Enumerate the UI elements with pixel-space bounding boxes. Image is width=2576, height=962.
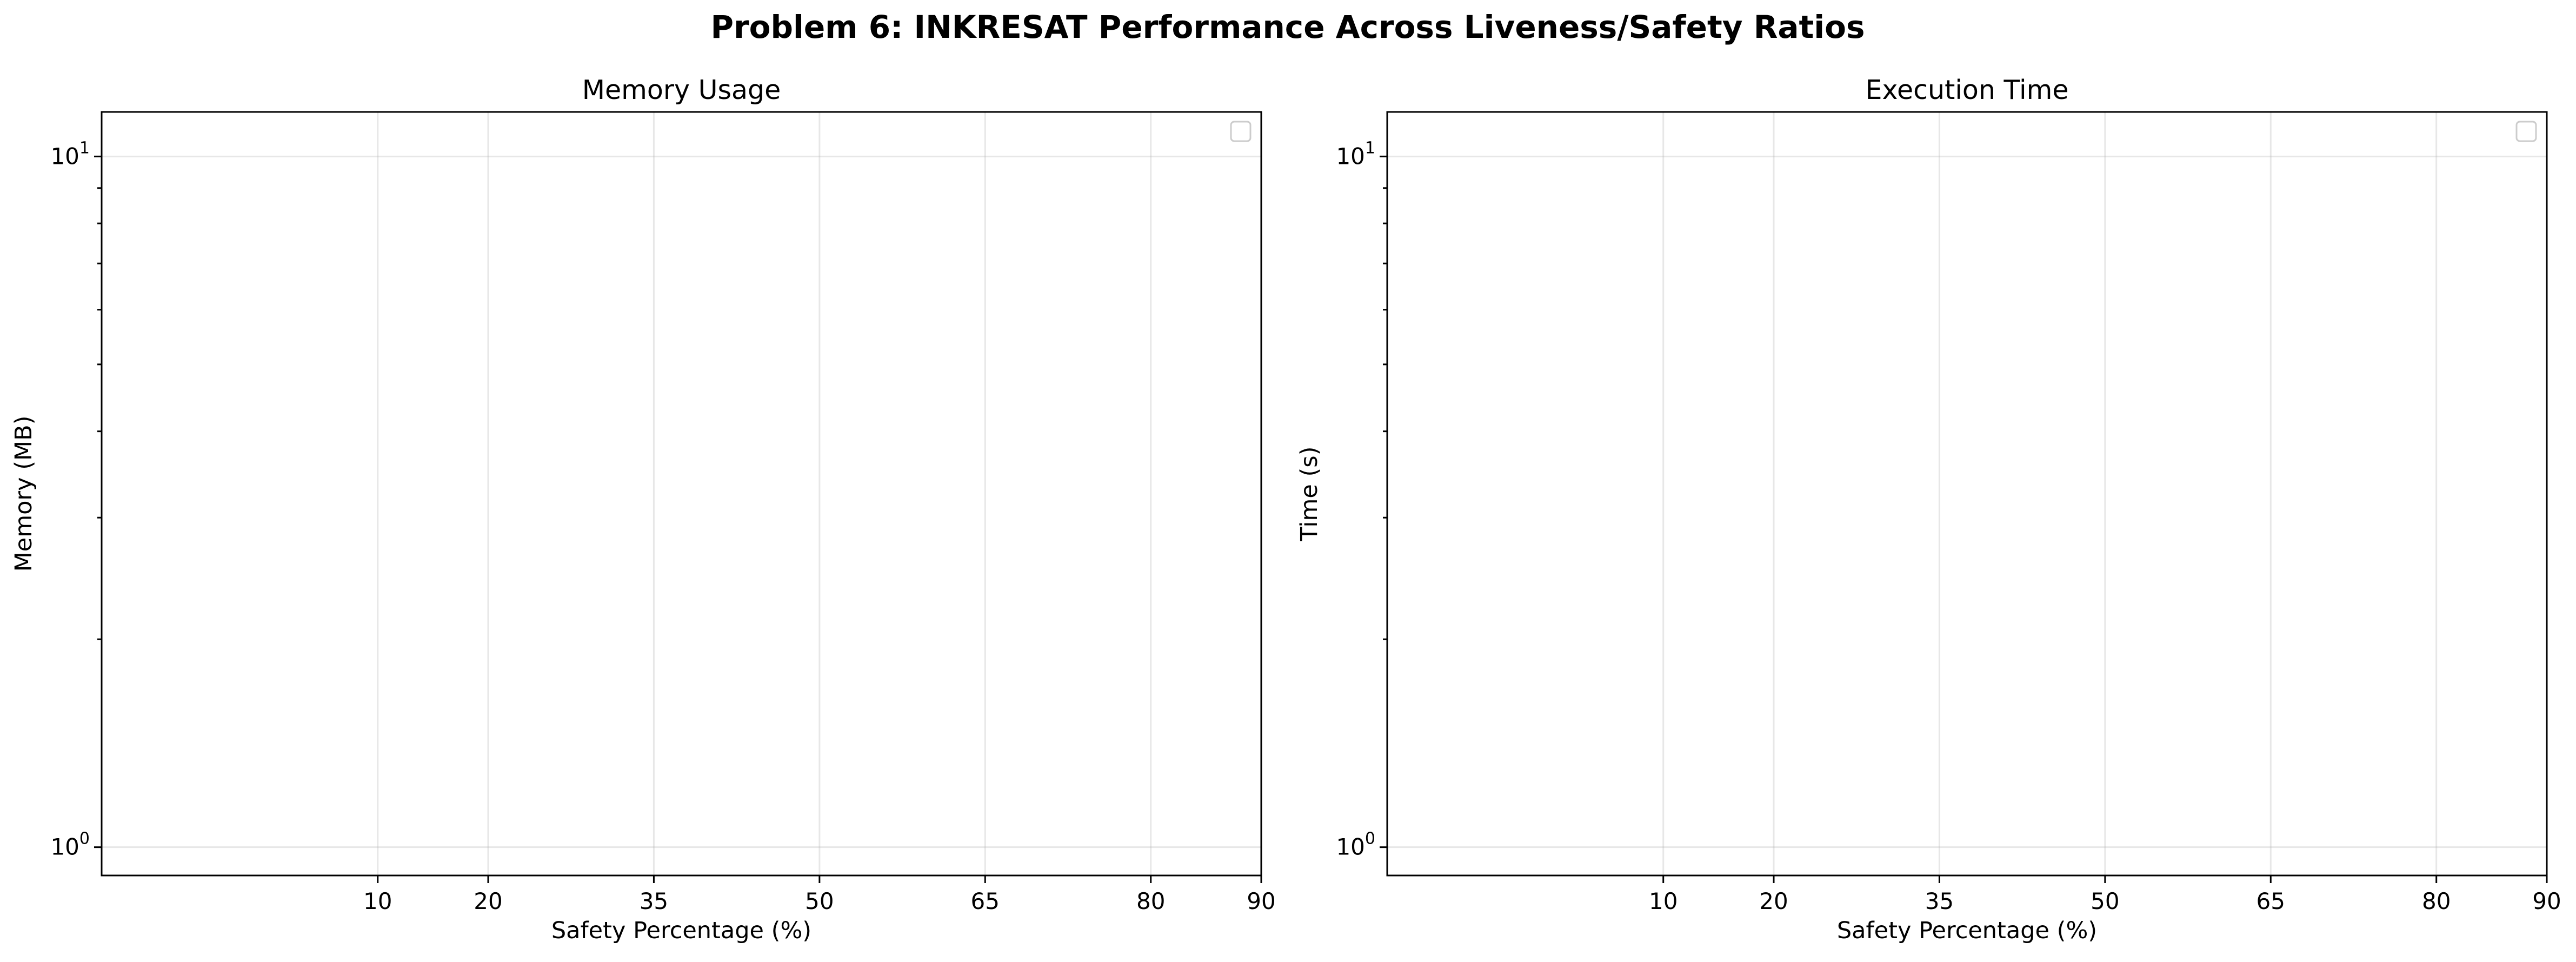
x-tick-label: 65 — [2257, 888, 2285, 914]
x-tick-label: 80 — [2422, 888, 2451, 914]
y-tick-base: 10 — [1336, 834, 1364, 860]
x-tick-label: 80 — [1136, 888, 1165, 914]
x-tick-label: 10 — [1649, 888, 1678, 914]
x-tick-label: 65 — [971, 888, 1000, 914]
y-tick-label: 100 — [50, 830, 90, 860]
plot-area-frame — [101, 111, 1262, 877]
x-tick-label: 20 — [474, 888, 502, 914]
x-tick-label: 20 — [1759, 888, 1788, 914]
y-tick-label: 101 — [50, 138, 90, 169]
y-tick-base: 10 — [1336, 143, 1364, 169]
y-axis-label: Time (s) — [1296, 447, 1323, 542]
legend-box — [1230, 121, 1252, 142]
y-tick-exponent: 0 — [79, 830, 90, 848]
legend-box — [2515, 121, 2537, 142]
plot-area-frame — [1386, 111, 2548, 877]
y-tick-exponent: 0 — [1365, 830, 1375, 848]
y-tick-base: 10 — [50, 143, 79, 169]
axes-title: Memory Usage — [582, 75, 781, 105]
y-axis-label: Memory (MB) — [10, 416, 37, 572]
y-tick-exponent: 1 — [1365, 138, 1375, 157]
x-axis-label: Safety Percentage (%) — [1837, 917, 2097, 944]
x-tick-label: 10 — [363, 888, 392, 914]
x-tick-label: 35 — [1925, 888, 1954, 914]
y-tick-label: 100 — [1336, 830, 1375, 860]
x-tick-label: 35 — [640, 888, 668, 914]
x-tick-label: 90 — [2532, 888, 2561, 914]
axes-title: Execution Time — [1866, 75, 2069, 105]
y-tick-label: 101 — [1336, 138, 1375, 169]
y-tick-exponent: 1 — [79, 138, 90, 157]
x-tick-label: 90 — [1247, 888, 1275, 914]
y-tick-base: 10 — [50, 834, 79, 860]
x-tick-label: 50 — [805, 888, 834, 914]
x-axis-label: Safety Percentage (%) — [551, 917, 811, 944]
x-tick-label: 50 — [2091, 888, 2119, 914]
figure-title: Problem 6: INKRESAT Performance Across L… — [710, 9, 1865, 45]
